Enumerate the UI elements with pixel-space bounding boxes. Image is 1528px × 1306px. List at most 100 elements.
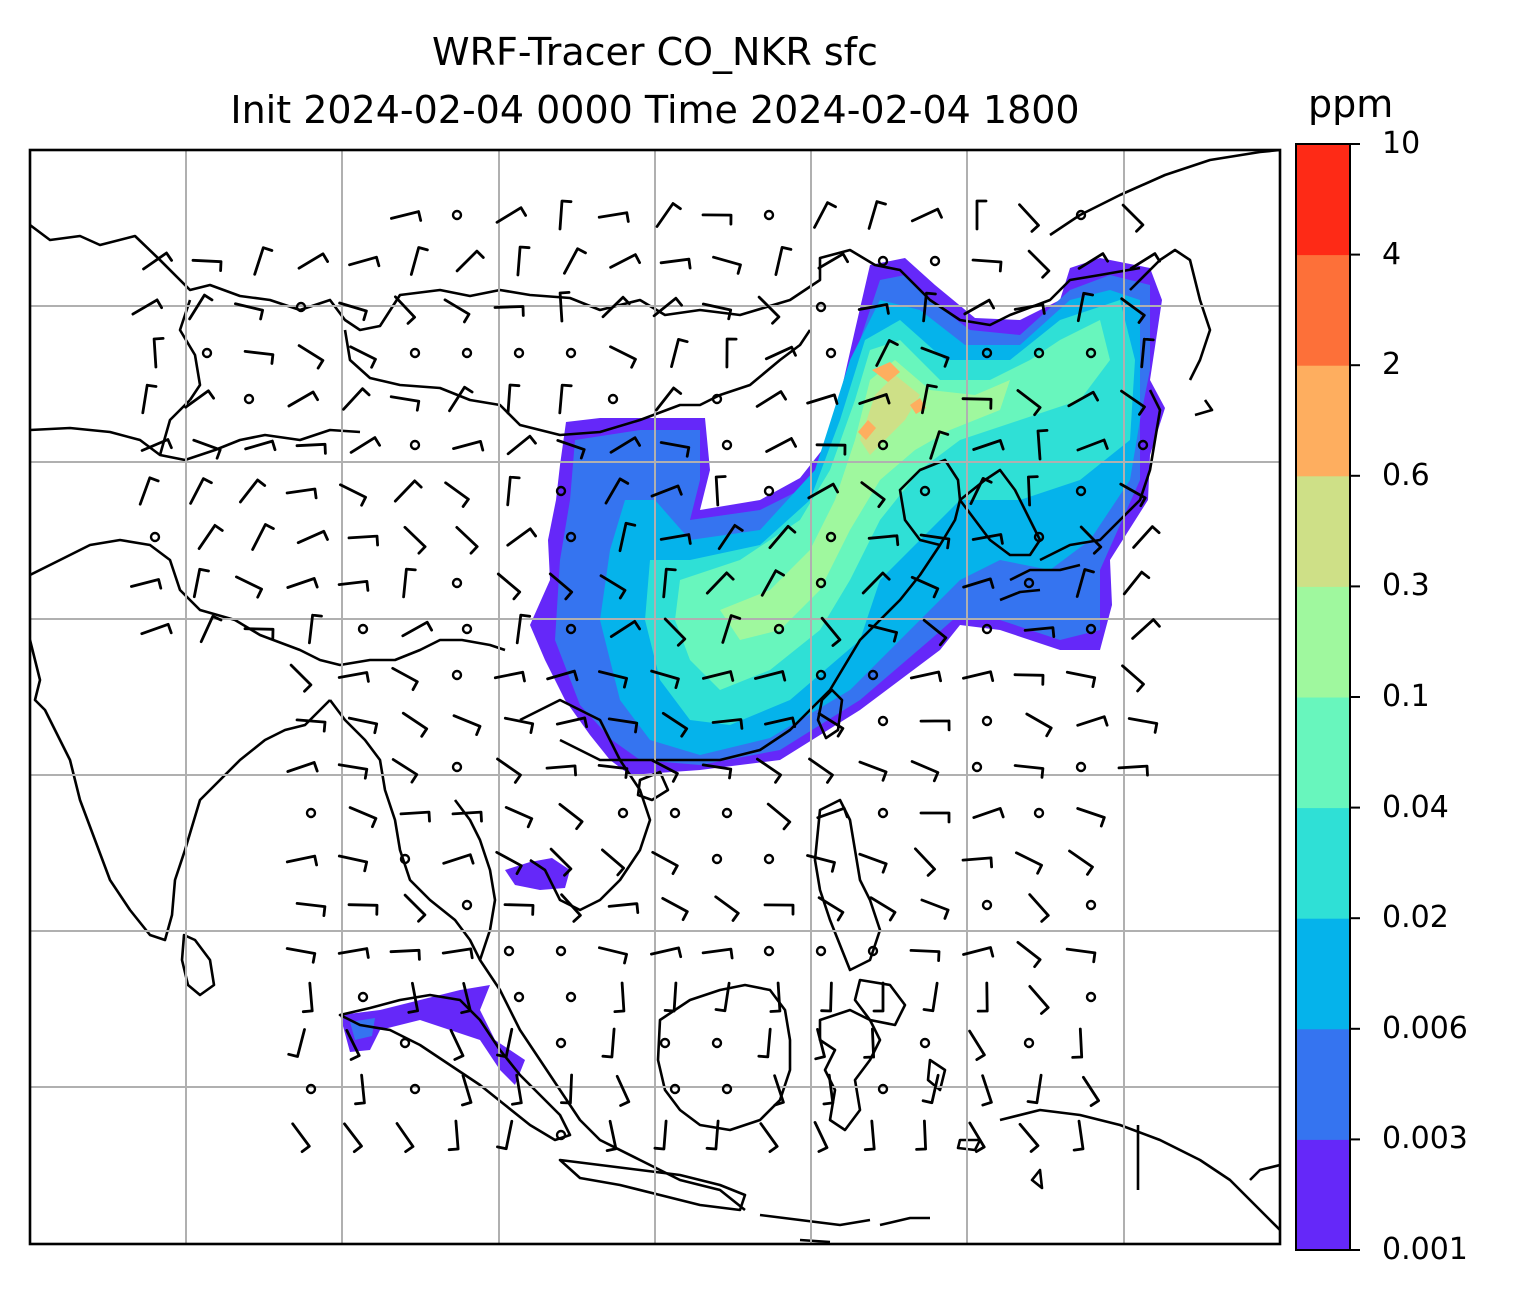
wind-barb [599, 574, 627, 600]
wind-barb [653, 1119, 668, 1151]
wind-barb [130, 578, 163, 590]
calm-wind-marker [555, 945, 567, 957]
wind-barb [192, 438, 222, 460]
wind-barb [705, 1119, 720, 1151]
wind-barb [922, 618, 948, 647]
wind-barb [448, 385, 474, 413]
wind-barb [394, 295, 416, 325]
wind-barb [511, 1073, 523, 1106]
wind-barb [914, 847, 936, 877]
wind-barb [287, 390, 319, 408]
wind-barb [701, 302, 733, 321]
wind-barb [968, 1029, 986, 1061]
wind-barb [1068, 849, 1094, 876]
wind-barb [548, 572, 574, 601]
wind-barb [444, 481, 470, 508]
wind-barb [857, 303, 890, 315]
wind-barb [403, 893, 427, 923]
wind-barb [760, 569, 785, 597]
calm-wind-marker [981, 347, 993, 359]
calm-wind-marker [721, 439, 733, 451]
wind-barb [1132, 525, 1161, 549]
wind-barb [650, 484, 683, 498]
wind-barb [817, 712, 845, 738]
wind-barb [503, 903, 535, 916]
calm-wind-marker [1085, 623, 1097, 635]
wind-barb [142, 251, 173, 271]
calm-wind-marker [1023, 577, 1035, 589]
wind-barb [339, 483, 367, 507]
wind-barb [235, 575, 263, 599]
wind-barb [971, 533, 1004, 545]
calm-wind-marker [295, 301, 307, 313]
wind-barb [516, 245, 531, 277]
wind-barb [701, 763, 733, 780]
wind-barb [755, 390, 787, 408]
calm-wind-marker [1023, 1037, 1035, 1049]
wind-barb [757, 1027, 772, 1059]
calm-wind-marker [617, 807, 629, 819]
wind-barb [506, 527, 537, 547]
wind-barb [295, 718, 327, 733]
wind-barb [337, 671, 370, 683]
wind-barb [863, 1027, 875, 1059]
wind-barb [449, 1028, 465, 1061]
wind-barb [971, 258, 1003, 273]
wind-barb [972, 807, 1005, 819]
calm-wind-marker [357, 991, 369, 1003]
wind-barb [609, 436, 641, 454]
wind-barb [461, 1074, 473, 1107]
wind-barb [297, 252, 329, 270]
wind-barb [607, 902, 640, 914]
wind-barb [337, 763, 369, 780]
calm-wind-marker [971, 761, 983, 773]
wind-barb [808, 757, 834, 784]
calm-wind-marker [565, 623, 577, 635]
wind-barb [976, 981, 989, 1013]
wind-barb [754, 670, 787, 682]
calm-wind-marker [711, 853, 723, 865]
wind-barb [349, 345, 377, 369]
wind-barb [909, 670, 942, 683]
calm-wind-marker [669, 807, 681, 819]
wind-barb [714, 981, 731, 1013]
wind-barb [1016, 941, 1042, 969]
wind-barb [399, 810, 431, 823]
wind-barb [558, 291, 571, 323]
wind-barb [701, 213, 733, 226]
wind-barb [1131, 618, 1161, 640]
wind-barb [725, 337, 738, 369]
wind-barb [609, 345, 637, 369]
wind-barb [1065, 670, 1097, 688]
wind-barb [969, 477, 993, 505]
wind-barb [861, 571, 891, 595]
wind-barb [910, 207, 943, 223]
wind-barb [597, 211, 630, 223]
wind-barb [867, 200, 887, 230]
calm-wind-marker [305, 1083, 317, 1095]
wind-barb [929, 430, 950, 460]
calm-wind-marker [877, 439, 889, 451]
calm-wind-marker [1085, 347, 1097, 359]
wind-barb [1023, 626, 1056, 638]
wind-barb [1140, 337, 1155, 369]
colorbar-tick-label: 0.001 [1382, 1232, 1468, 1267]
wind-barb [495, 206, 527, 224]
wind-barb [1018, 1122, 1040, 1153]
calm-wind-marker [919, 485, 931, 497]
wind-barb [1119, 482, 1147, 508]
wind-barb [345, 1029, 361, 1061]
wind-barb [455, 249, 485, 273]
wind-barb [495, 850, 523, 875]
calm-wind-marker [555, 1037, 567, 1049]
wind-barb [655, 386, 683, 412]
wind-barb [1121, 664, 1145, 693]
wind-barb [244, 439, 277, 452]
wind-barb [409, 246, 429, 276]
colorbar-swatch [1296, 1139, 1350, 1251]
colorbar-swatch [1296, 144, 1350, 256]
wind-barb [131, 298, 163, 316]
wind-barb [234, 302, 264, 321]
wind-barb [1013, 673, 1045, 686]
colorbar-swatch [1296, 697, 1350, 809]
